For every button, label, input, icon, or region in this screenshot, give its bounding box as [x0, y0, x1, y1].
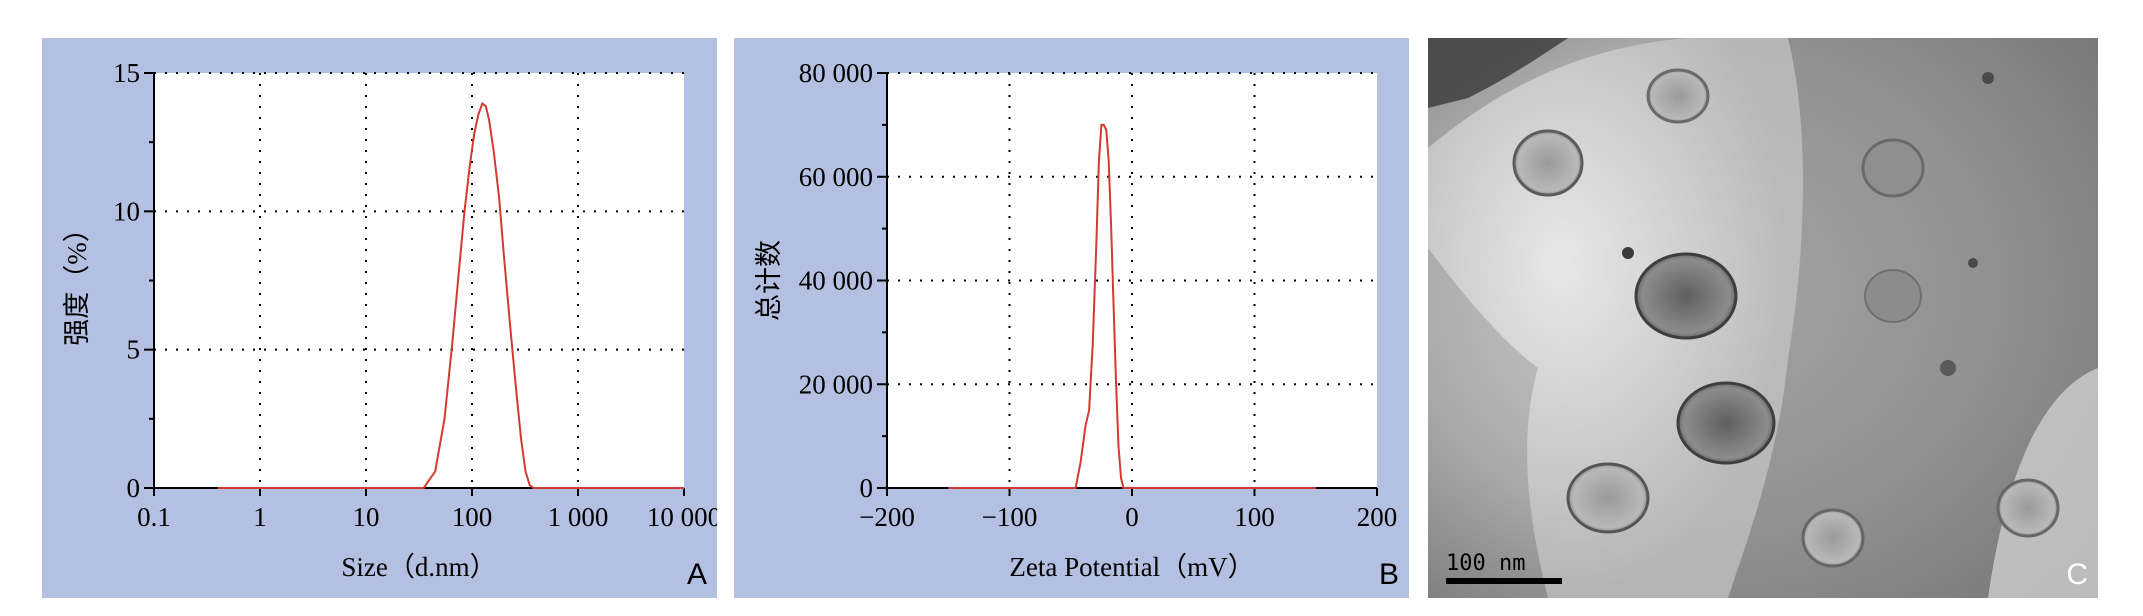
tem-micrograph-image [1428, 38, 2098, 598]
scale-bar: 100 nm [1446, 551, 1562, 584]
x-tick-label: 200 [1357, 502, 1398, 532]
y-tick-label: 60 000 [799, 162, 873, 192]
y-tick-label: 10 [113, 196, 140, 226]
chart-panel-b: −200 −100 0 100 200 0 20 000 40 000 60 000 80 000… [734, 38, 1409, 598]
tem-micrograph-panel: 100 nm C [1428, 38, 2098, 598]
scale-bar-line [1446, 578, 1562, 584]
x-tick-label: 0.1 [137, 502, 171, 532]
y-tick-label: 20 000 [799, 369, 873, 399]
y-tick-label: 5 [127, 335, 141, 365]
size-distribution-chart: 0.1 1 10 100 1 000 10 000 0 5 10 15 Size（d.nm） 强度（%… [62, 58, 717, 582]
y-tick-label: 80 000 [799, 58, 873, 88]
x-tick-label: 100 [452, 502, 493, 532]
x-axis-title: Size（d.nm） [341, 552, 496, 582]
panel-label-a: A [686, 558, 707, 591]
zeta-potential-chart: −200 −100 0 100 200 0 20 000 40 000 60 000 80 000… [754, 58, 1398, 582]
x-tick-label: 10 [353, 502, 380, 532]
plot-area [154, 73, 684, 488]
y-axis-title: 总计数 [754, 240, 784, 321]
x-tick-label: 100 [1234, 502, 1275, 532]
y-tick-label: 40 000 [799, 266, 873, 296]
panel-label-b: B [1378, 558, 1399, 591]
x-tick-label: 0 [1125, 502, 1139, 532]
y-tick-label: 0 [860, 473, 874, 503]
y-tick-label: 0 [127, 473, 141, 503]
x-axis-title: Zeta Potential（mV） [1009, 552, 1254, 582]
panel-label-c: C [2066, 558, 2088, 591]
series-line [217, 101, 684, 489]
x-tick-label: −100 [982, 502, 1038, 532]
x-tick-label: 1 [253, 502, 267, 532]
y-tick-label: 15 [113, 58, 140, 88]
chart-panel-a: 0.1 1 10 100 1 000 10 000 0 5 10 15 Size（d.nm） 强度（%… [42, 38, 717, 598]
x-tick-label: −200 [859, 502, 915, 532]
x-tick-label: 10 000 [647, 502, 717, 532]
x-tick-label: 1 000 [548, 502, 609, 532]
scale-bar-label: 100 nm [1446, 551, 1526, 576]
series-line [948, 123, 1316, 489]
y-axis-title: 强度（%） [62, 215, 92, 346]
